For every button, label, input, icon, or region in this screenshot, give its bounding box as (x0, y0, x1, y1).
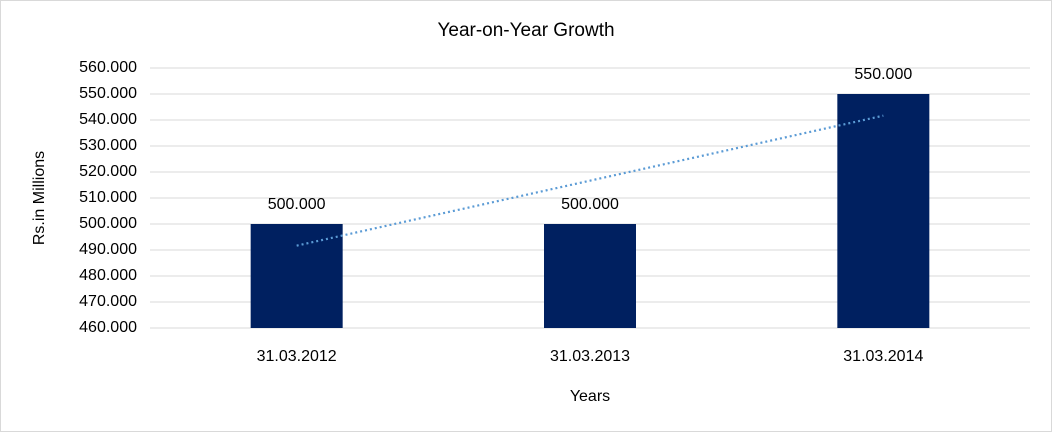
y-tick-label: 510.000 (79, 189, 137, 206)
bar (837, 94, 930, 328)
y-tick-label: 560.000 (79, 59, 137, 76)
x-tick-label: 31.03.2014 (843, 348, 923, 365)
y-axis-title: Rs.in Millions (31, 151, 48, 245)
value-label: 550.000 (854, 66, 912, 83)
y-tick-label: 550.000 (79, 85, 137, 102)
y-tick-label: 530.000 (79, 137, 137, 154)
trendline (296, 114, 884, 247)
x-tick-label: 31.03.2013 (550, 348, 630, 365)
y-tick-label: 520.000 (79, 163, 137, 180)
y-tick-label: 540.000 (79, 111, 137, 128)
y-tick-label: 490.000 (79, 241, 137, 258)
chart-title: Year-on-Year Growth (437, 20, 614, 41)
x-axis-title: Years (570, 388, 610, 405)
y-tick-label: 470.000 (79, 293, 137, 310)
x-tick-label: 31.03.2012 (257, 348, 337, 365)
value-label: 500.000 (268, 196, 326, 213)
y-tick-label: 500.000 (79, 215, 137, 232)
y-tick-label: 480.000 (79, 267, 137, 284)
value-label: 500.000 (561, 196, 619, 213)
bar (250, 224, 343, 328)
y-tick-label: 460.000 (79, 319, 137, 336)
bar (544, 224, 636, 328)
